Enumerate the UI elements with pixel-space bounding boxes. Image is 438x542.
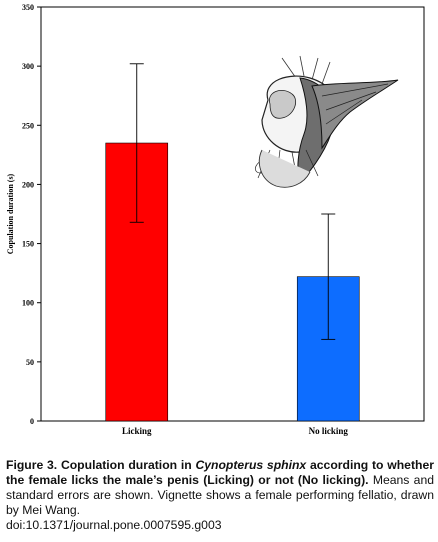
figure-caption: Figure 3. Copulation duration in Cynopte… xyxy=(6,458,434,533)
y-tick-label: 150 xyxy=(22,240,34,249)
x-category-label: No licking xyxy=(309,426,349,436)
y-tick-label: 250 xyxy=(22,121,34,130)
caption-species: Cynopterus sphinx xyxy=(195,458,307,472)
caption-lead-suffix: according to whether the female licks th… xyxy=(6,458,434,487)
y-axis-title: Copulation duration (s) xyxy=(6,173,15,254)
y-tick-label: 350 xyxy=(22,3,34,12)
bat-illustration xyxy=(255,55,399,188)
caption-doi: doi:10.1371/journal.pone.0007595.g003 xyxy=(6,518,222,532)
plot-frame xyxy=(40,6,425,422)
caption-lead-prefix: Figure 3. Copulation duration in xyxy=(6,458,196,472)
y-tick-label: 300 xyxy=(22,62,34,71)
y-tick-label: 0 xyxy=(30,417,34,426)
y-tick-label: 50 xyxy=(26,358,34,367)
caption-body: Means and standard errors are shown. Vig… xyxy=(6,473,434,517)
y-tick-label: 200 xyxy=(22,180,34,189)
caption-lead: Figure 3. Copulation duration in Cynopte… xyxy=(6,458,434,487)
y-tick-label: 100 xyxy=(22,299,34,308)
bar-chart: 0 50 100 150 200 250 300 350 Copulation duration… xyxy=(6,3,425,436)
x-category-label: Licking xyxy=(122,426,152,436)
